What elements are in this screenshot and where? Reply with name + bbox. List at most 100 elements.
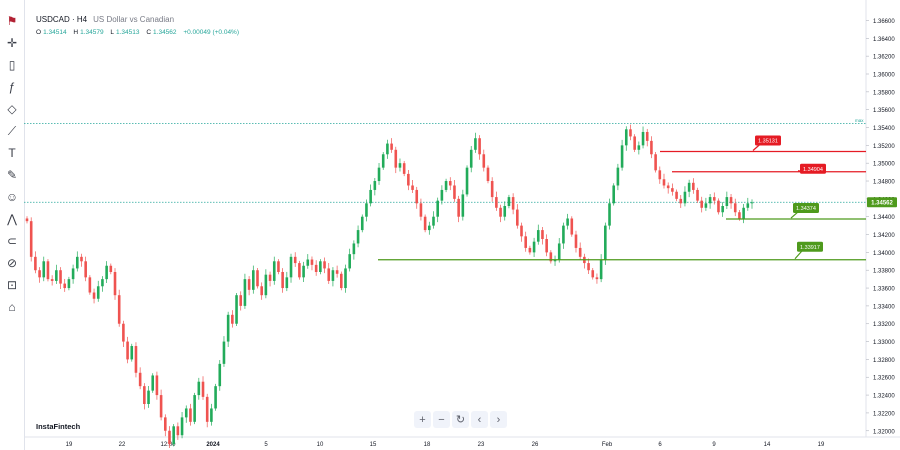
candle-body	[641, 131, 645, 146]
candle-body	[436, 200, 439, 217]
candle-body	[490, 181, 494, 198]
candle-body	[738, 212, 741, 219]
price-tick-label: 1.34000	[873, 251, 895, 257]
support-label-box	[793, 203, 819, 214]
candle-body	[264, 274, 268, 296]
candle-body	[143, 386, 146, 404]
candle-body	[453, 185, 456, 199]
candle-body	[545, 239, 548, 253]
candle-body	[71, 268, 75, 280]
scroll-right-button[interactable]: ›	[490, 411, 507, 428]
price-tick-label: 1.34400	[873, 215, 895, 221]
price-tick-label: 1.32800	[873, 358, 895, 364]
candle-body	[486, 167, 490, 182]
draw-path-icon[interactable]: ◇	[7, 102, 17, 116]
time-tick-label: Feb	[602, 442, 613, 448]
brush-icon[interactable]: ✎	[6, 168, 18, 182]
candle-body	[25, 218, 29, 222]
candle-body	[205, 396, 209, 422]
flag-icon[interactable]: ⚑	[6, 14, 18, 28]
candle-body	[507, 197, 511, 206]
candle-body	[360, 216, 364, 231]
price-tick-label: 1.32000	[873, 429, 895, 435]
price-tick-label: 1.33800	[873, 269, 895, 275]
candle-body	[130, 346, 134, 360]
close-label: C	[146, 29, 152, 36]
pattern-icon[interactable]: ⋀	[7, 212, 17, 226]
magnet-icon[interactable]: ⊂	[6, 234, 18, 248]
candle-body	[381, 154, 385, 168]
candle-body	[289, 256, 293, 278]
candle-body	[675, 191, 678, 199]
text-icon[interactable]: T	[8, 146, 16, 160]
candle-body	[402, 163, 406, 174]
drawing-toolbar: ⚑ ✛ ▯ ƒ ◇ ⟋ T ✎ ☺ ⋀ ⊂ ⊘ ⊡ ⌂	[0, 0, 25, 450]
candle-body	[243, 279, 247, 306]
price-tick-label: 1.34200	[873, 233, 895, 239]
high-label: H	[73, 29, 79, 36]
candle-body	[327, 268, 331, 281]
candle-body	[272, 261, 276, 281]
candle-body	[683, 191, 687, 204]
max-marker-label: max	[855, 118, 864, 123]
candle-body	[629, 129, 632, 137]
fx-icon[interactable]: ƒ	[8, 80, 16, 94]
candle-body	[252, 270, 255, 290]
symbol-title[interactable]: USDCAD · H4	[36, 15, 88, 24]
candle-body	[231, 314, 234, 324]
candle-body	[319, 261, 322, 272]
lock-icon[interactable]: ⊡	[6, 278, 18, 292]
candle-body	[478, 138, 481, 155]
resistance-label: 1.34904	[803, 167, 823, 173]
brand-logo-text: InstaFintech	[36, 422, 81, 431]
candle-body	[750, 202, 754, 204]
eye-off-icon[interactable]: ⊘	[6, 256, 18, 270]
zoom-in-button[interactable]: +	[414, 411, 431, 428]
candle-body	[469, 149, 473, 168]
candle-body	[163, 417, 167, 431]
candle-body	[708, 197, 712, 204]
reset-chart-button[interactable]: ↻	[452, 411, 469, 428]
candle-body	[92, 292, 96, 299]
candle-body	[633, 136, 636, 150]
candle-body	[411, 185, 414, 190]
scroll-left-button[interactable]: ‹	[471, 411, 488, 428]
candle-body	[55, 270, 58, 281]
candle-body	[461, 194, 465, 217]
candle-body	[499, 207, 502, 217]
time-tick-label: 9	[712, 442, 716, 448]
candle-body	[201, 381, 205, 397]
candle-body	[147, 390, 150, 404]
candles-icon[interactable]: ▯	[8, 58, 16, 72]
candle-body	[637, 145, 641, 150]
zoom-out-button[interactable]: −	[433, 411, 450, 428]
candle-body	[184, 408, 188, 418]
candle-body	[260, 286, 263, 296]
candle-body	[620, 145, 624, 168]
candle-body	[574, 234, 578, 248]
candle-body	[511, 197, 515, 210]
candle-body	[700, 200, 704, 208]
candle-body	[457, 198, 460, 217]
candle-body	[671, 188, 674, 192]
candle-body	[729, 197, 733, 204]
candle-body	[570, 218, 574, 235]
candle-body	[101, 279, 104, 287]
symbol-description: US Dollar vs Canadian	[93, 15, 175, 24]
candle-body	[310, 259, 314, 265]
trash-icon[interactable]: ⌂	[8, 300, 16, 314]
candle-body	[235, 295, 238, 324]
measure-icon[interactable]: ⟋	[7, 123, 17, 138]
candle-body	[302, 265, 305, 278]
candle-body	[105, 265, 108, 280]
candle-body	[285, 277, 289, 289]
current-price-tag	[867, 197, 897, 208]
candle-body	[390, 143, 393, 150]
candle-body	[562, 225, 565, 244]
emoji-icon[interactable]: ☺	[5, 190, 19, 204]
candle-body	[239, 295, 243, 306]
cursor-icon[interactable]: ✛	[6, 36, 18, 50]
candle-body	[566, 218, 569, 226]
candle-body	[658, 170, 662, 180]
